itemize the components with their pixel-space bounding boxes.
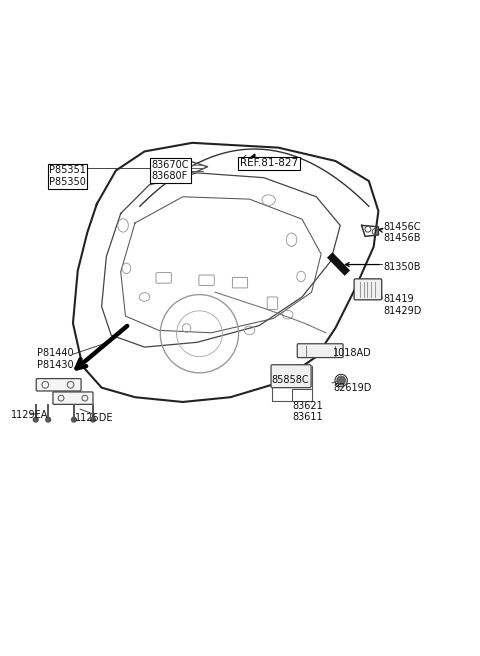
Text: P81440
P81430: P81440 P81430 — [37, 348, 74, 370]
Text: P85351
P85350: P85351 P85350 — [49, 165, 86, 187]
Text: 81419
81429D: 81419 81429D — [383, 295, 421, 316]
Circle shape — [34, 417, 38, 422]
Text: 1018AD: 1018AD — [333, 348, 372, 358]
Circle shape — [46, 417, 50, 422]
Text: REF.81-827: REF.81-827 — [240, 158, 298, 169]
Circle shape — [72, 417, 76, 422]
Text: 85858C: 85858C — [271, 375, 309, 384]
Text: 83621
83611: 83621 83611 — [292, 401, 323, 422]
Text: 83670C
83680F: 83670C 83680F — [152, 159, 189, 181]
FancyBboxPatch shape — [271, 365, 311, 388]
FancyBboxPatch shape — [36, 379, 81, 391]
Text: 1125DE: 1125DE — [75, 413, 114, 422]
Text: 81350B: 81350B — [383, 262, 420, 272]
Circle shape — [91, 417, 96, 422]
Text: 1129EA: 1129EA — [11, 410, 48, 420]
FancyBboxPatch shape — [354, 279, 382, 300]
Text: 81456C
81456B: 81456C 81456B — [383, 222, 420, 243]
FancyBboxPatch shape — [53, 392, 93, 404]
FancyBboxPatch shape — [297, 344, 343, 358]
Circle shape — [337, 376, 346, 385]
Text: 82619D: 82619D — [333, 382, 372, 393]
